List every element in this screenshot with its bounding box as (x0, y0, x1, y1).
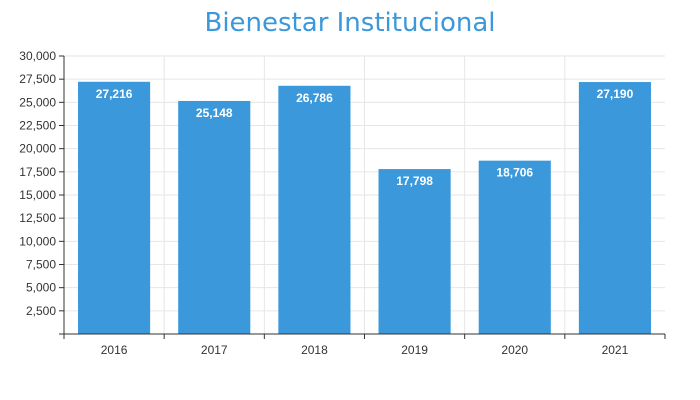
x-tick-label: 2016 (101, 343, 128, 357)
y-tick-label: 10,000 (19, 234, 56, 248)
bar-2021[interactable] (578, 82, 651, 334)
x-tick-label: 2017 (201, 343, 228, 357)
bar-2019[interactable] (378, 169, 451, 334)
y-tick-label: 7,500 (26, 258, 56, 272)
bar-value-label: 17,798 (396, 174, 433, 188)
x-tick-label: 2021 (602, 343, 629, 357)
bar-2016[interactable] (78, 81, 151, 334)
bar-2017[interactable] (178, 100, 251, 334)
y-tick-label: 25,000 (19, 95, 56, 109)
y-tick-label: 20,000 (19, 142, 56, 156)
y-tick-label: 22,500 (19, 119, 56, 133)
x-tick-label: 2019 (401, 343, 428, 357)
y-tick-label: 15,000 (19, 188, 56, 202)
bar-value-label: 25,148 (196, 106, 233, 120)
y-tick-label: 17,500 (19, 165, 56, 179)
bar-value-label: 27,216 (96, 87, 133, 101)
x-tick-label: 2018 (301, 343, 328, 357)
chart-title: Bienestar Institucional (204, 8, 496, 38)
x-tick-label: 2020 (501, 343, 528, 357)
bar-2020[interactable] (478, 160, 551, 334)
bar-2018[interactable] (278, 85, 351, 334)
y-tick-label: 5,000 (26, 281, 56, 295)
bar-value-label: 18,706 (496, 166, 533, 180)
bar-value-label: 26,786 (296, 91, 333, 105)
y-tick-label: 30,000 (19, 49, 56, 63)
y-tick-label: 12,500 (19, 211, 56, 225)
y-tick-label: 27,500 (19, 72, 56, 86)
y-tick-label: 2,500 (26, 304, 56, 318)
bar-value-label: 27,190 (597, 87, 634, 101)
